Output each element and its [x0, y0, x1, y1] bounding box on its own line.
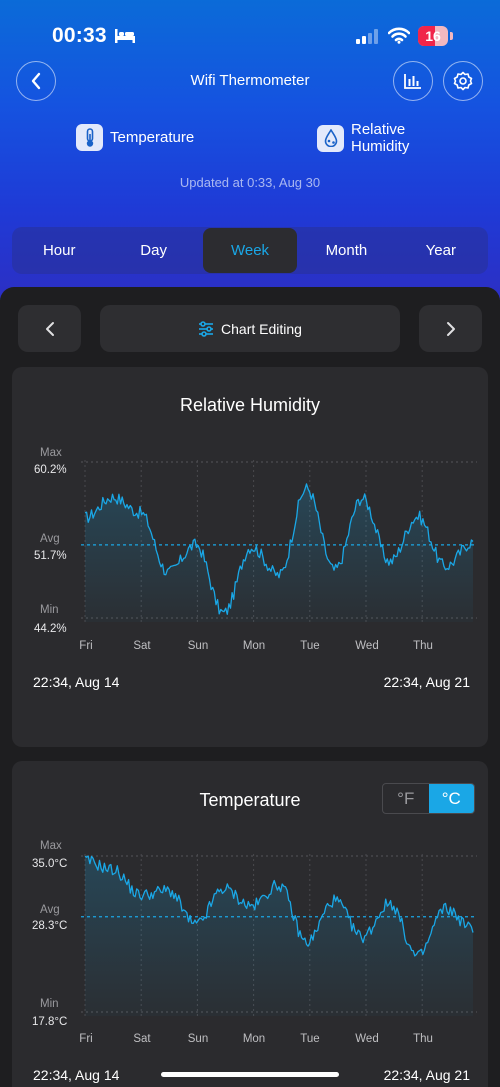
x-label-wed: Wed: [355, 1033, 379, 1045]
x-label-tue: Tue: [300, 640, 320, 652]
humidity-chart-title: Relative Humidity: [179, 395, 321, 415]
x-label-mon: Mon: [242, 1033, 266, 1045]
avg-value: 51.7%: [34, 550, 67, 562]
tab-hour[interactable]: Hour: [42, 242, 76, 259]
sliders-icon: [199, 320, 214, 337]
thermometer-icon: [76, 124, 103, 151]
temperature-chart-card: Temperature °F °C Max 35.0°C Avg 28.3°C …: [12, 761, 488, 1087]
humidity-chart-card: Relative Humidity Max 60.2% Avg 51.7% Mi…: [12, 367, 488, 747]
temperature-metric[interactable]: Temperature: [76, 124, 194, 151]
humidity-drop-icon: [317, 124, 344, 152]
temperature-area-fill: [85, 856, 473, 1016]
x-label-thu: Thu: [413, 1033, 433, 1045]
celsius-option[interactable]: °C: [428, 784, 474, 813]
tab-day[interactable]: Day: [140, 242, 167, 259]
cellular-signal-icon: [356, 29, 378, 44]
avg-label: Avg: [40, 904, 60, 916]
updated-timestamp: Updated at 0:33, Aug 30: [179, 175, 321, 190]
back-button[interactable]: [16, 61, 56, 101]
sleep-focus-icon: [115, 29, 135, 43]
range-start: 22:34, Aug 14: [33, 674, 120, 690]
wifi-icon: [388, 27, 410, 44]
temperature-chart-title: Temperature: [199, 790, 301, 810]
chart-editing-label: Chart Editing: [221, 320, 302, 337]
x-label-sun: Sun: [187, 640, 209, 652]
min-value: 17.8°C: [32, 1016, 68, 1028]
x-label-thu: Thu: [413, 640, 433, 652]
battery-level: 16: [425, 28, 441, 44]
chart-editing-button[interactable]: Chart Editing: [100, 305, 400, 352]
unit-toggle: °F °C: [382, 783, 475, 814]
bar-chart-icon: [404, 74, 421, 89]
avg-value: 28.3°C: [32, 920, 68, 932]
next-period-button[interactable]: [419, 305, 482, 352]
battery-cap: [450, 32, 453, 40]
chevron-left-icon: [31, 72, 41, 90]
x-label-sat: Sat: [133, 1033, 151, 1045]
home-indicator: [161, 1072, 339, 1077]
humidity-metric[interactable]: Relative Humidity: [317, 121, 421, 155]
min-value: 44.2%: [34, 623, 67, 635]
x-label-tue: Tue: [300, 1033, 320, 1045]
humidity-line-plot: [81, 460, 477, 622]
max-value: 60.2%: [34, 464, 67, 476]
temperature-label: Temperature: [110, 129, 195, 146]
x-label-wed: Wed: [355, 640, 379, 652]
avg-label: Avg: [40, 533, 60, 545]
x-label-sun: Sun: [187, 1033, 209, 1045]
chevron-right-icon: [446, 321, 455, 336]
max-value: 35.0°C: [32, 858, 68, 870]
x-label-mon: Mon: [242, 640, 266, 652]
range-end: 22:34, Aug 21: [383, 674, 470, 690]
gear-icon: [453, 71, 473, 91]
settings-button[interactable]: [443, 61, 483, 101]
temperature-line-plot: [81, 854, 477, 1016]
temperature-series-line: [84, 855, 474, 957]
period-tabs: Hour Day Week Month Year: [12, 227, 488, 274]
humidity-label: Relative Humidity: [351, 121, 410, 155]
range-start: 22:34, Aug 14: [33, 1067, 120, 1083]
fahrenheit-option[interactable]: °F: [397, 788, 415, 808]
page-title: Wifi Thermometer: [190, 72, 310, 89]
max-label: Max: [40, 447, 62, 459]
max-label: Max: [40, 840, 62, 852]
min-label: Min: [40, 604, 59, 616]
x-label-fri: Fri: [79, 1033, 93, 1045]
tab-month[interactable]: Month: [325, 242, 368, 259]
chevron-left-icon: [45, 321, 54, 336]
range-end: 22:34, Aug 21: [383, 1067, 470, 1083]
tab-week[interactable]: Week: [202, 228, 298, 273]
battery-indicator: 16: [418, 26, 448, 46]
statistics-button[interactable]: [393, 61, 433, 101]
previous-period-button[interactable]: [18, 305, 81, 352]
humidity-area-fill: [85, 483, 473, 622]
min-label: Min: [40, 998, 59, 1010]
status-time: 00:33: [52, 24, 107, 47]
x-label-sat: Sat: [133, 640, 151, 652]
tab-year[interactable]: Year: [425, 242, 456, 259]
humidity-series-line: [84, 483, 474, 615]
x-label-fri: Fri: [79, 640, 93, 652]
